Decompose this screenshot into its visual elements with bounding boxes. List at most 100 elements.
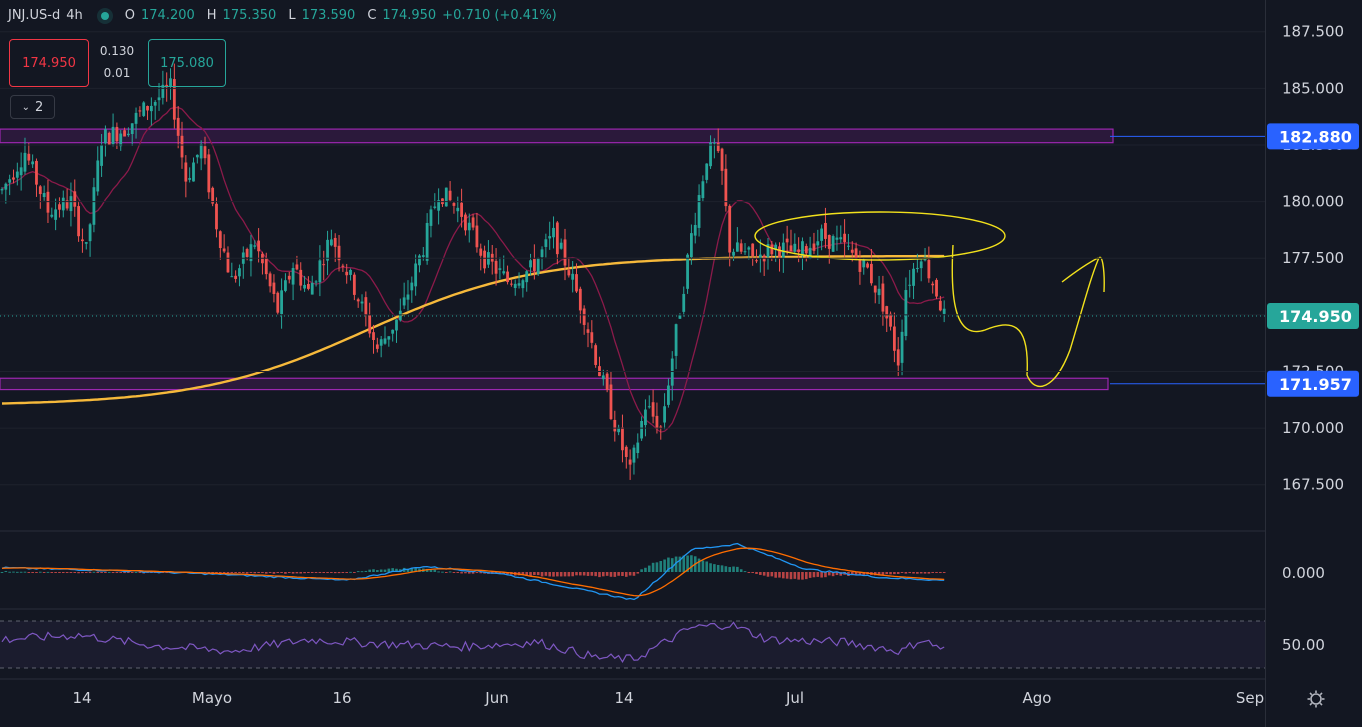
candle-down [207, 154, 211, 193]
macd-histogram-bar [751, 572, 754, 573]
macd-histogram-bar [211, 572, 214, 574]
macd-histogram-bar [697, 558, 701, 572]
candle-up [701, 181, 705, 199]
candle-down [827, 234, 831, 249]
symbol-label[interactable]: JNJ.US-d [8, 8, 61, 23]
macd-histogram-bar [376, 570, 379, 572]
macd-histogram-bar [893, 572, 896, 575]
candle-down [352, 274, 356, 295]
support-price-label: 171.957 [1279, 375, 1352, 394]
candle-down [621, 427, 624, 451]
candle-down [375, 344, 379, 349]
candle-down [755, 260, 758, 262]
candle-down [870, 263, 873, 284]
macd-histogram-bar [716, 564, 720, 572]
current-price-label: 174.950 [1279, 307, 1352, 326]
macd-histogram-bar [605, 572, 609, 576]
candle-up [425, 222, 429, 261]
macd-histogram-bar [628, 572, 632, 576]
candle-up [747, 247, 751, 250]
candle-up [904, 290, 908, 336]
candle-up [540, 249, 544, 258]
macd-histogram-bar [146, 572, 149, 573]
candle-up [529, 260, 532, 268]
macd-histogram-bar [770, 572, 774, 577]
indicators-toggle[interactable]: ⌄ 2 [10, 95, 55, 119]
candle-up [693, 224, 697, 236]
rsi-line [1, 621, 945, 663]
candle-up [92, 187, 96, 225]
candle-up [670, 358, 674, 386]
macd-histogram-bar [590, 572, 594, 576]
candle-up [314, 281, 318, 283]
macd-histogram-bar [429, 570, 433, 572]
candle-up [839, 237, 843, 240]
price-tick-label: 180.000 [1282, 193, 1344, 211]
candle-up [100, 145, 103, 166]
consolidation-ellipse [754, 211, 1006, 261]
price-tick-label: 177.500 [1282, 249, 1344, 267]
current-price-badge [1267, 302, 1359, 329]
candle-down [532, 258, 536, 272]
candle-down [268, 273, 272, 287]
candle-down [575, 274, 578, 292]
macd-histogram-bar [667, 557, 670, 572]
macd-histogram-bar [452, 572, 456, 573]
settings-gear-icon[interactable] [1307, 690, 1325, 708]
candle-down [65, 200, 69, 209]
candle-up [709, 142, 712, 167]
candle-down [506, 271, 509, 283]
macd-histogram-bar [368, 569, 371, 572]
macd-histogram-bar [858, 572, 862, 575]
candle-down [123, 130, 126, 137]
candle-up [456, 207, 460, 212]
macd-histogram-bar [299, 572, 303, 574]
gear-tooth [1319, 702, 1323, 706]
candle-down [81, 239, 84, 242]
candle-up [517, 283, 521, 286]
candle-up [632, 447, 636, 463]
candle-down [563, 239, 567, 266]
macd-histogram-bar [690, 555, 693, 572]
candle-down [138, 110, 142, 112]
candle-down [770, 244, 774, 255]
signal-line [1, 547, 945, 597]
candle-down [245, 249, 249, 257]
time-tick-label: Sep [1236, 689, 1264, 707]
candle-down [854, 248, 858, 259]
macd-histogram-bar [39, 571, 42, 573]
macd-histogram-bar [908, 572, 912, 574]
macd-histogram-bar [536, 572, 540, 576]
macd-histogram-bar [670, 558, 674, 572]
sell-button[interactable]: 174.950 [9, 39, 89, 87]
candle-down [73, 191, 77, 207]
candle-down [372, 332, 375, 341]
macd-histogram-bar [816, 572, 820, 577]
macd-histogram-bar [709, 563, 712, 572]
indicators-count: 2 [35, 99, 44, 115]
candle-down [287, 275, 291, 280]
macd-histogram-bar [586, 572, 590, 576]
macd-histogram-bar [364, 570, 368, 572]
macd-histogram-bar [839, 572, 843, 576]
macd-histogram-bar [927, 572, 931, 574]
macd-histogram-bar [307, 572, 310, 573]
macd-line [1, 542, 945, 601]
macd-histogram-bar [919, 572, 923, 574]
macd-histogram-bar [464, 572, 467, 574]
candle-up [544, 239, 548, 247]
buy-button[interactable]: 175.080 [148, 39, 226, 87]
timeframe-label[interactable]: 4h [66, 8, 83, 23]
candle-down [345, 271, 349, 276]
macd-histogram-bar [762, 572, 766, 576]
candle-up [54, 209, 58, 220]
candle-down [115, 126, 119, 142]
candle-down [295, 264, 299, 270]
time-tick-label: Ago [1023, 689, 1052, 707]
macd-histogram-bar [280, 572, 283, 573]
macd-histogram-bar [805, 572, 808, 580]
candle-up [42, 192, 46, 198]
candle-up [303, 284, 306, 289]
macd-histogram-bar [743, 571, 747, 573]
